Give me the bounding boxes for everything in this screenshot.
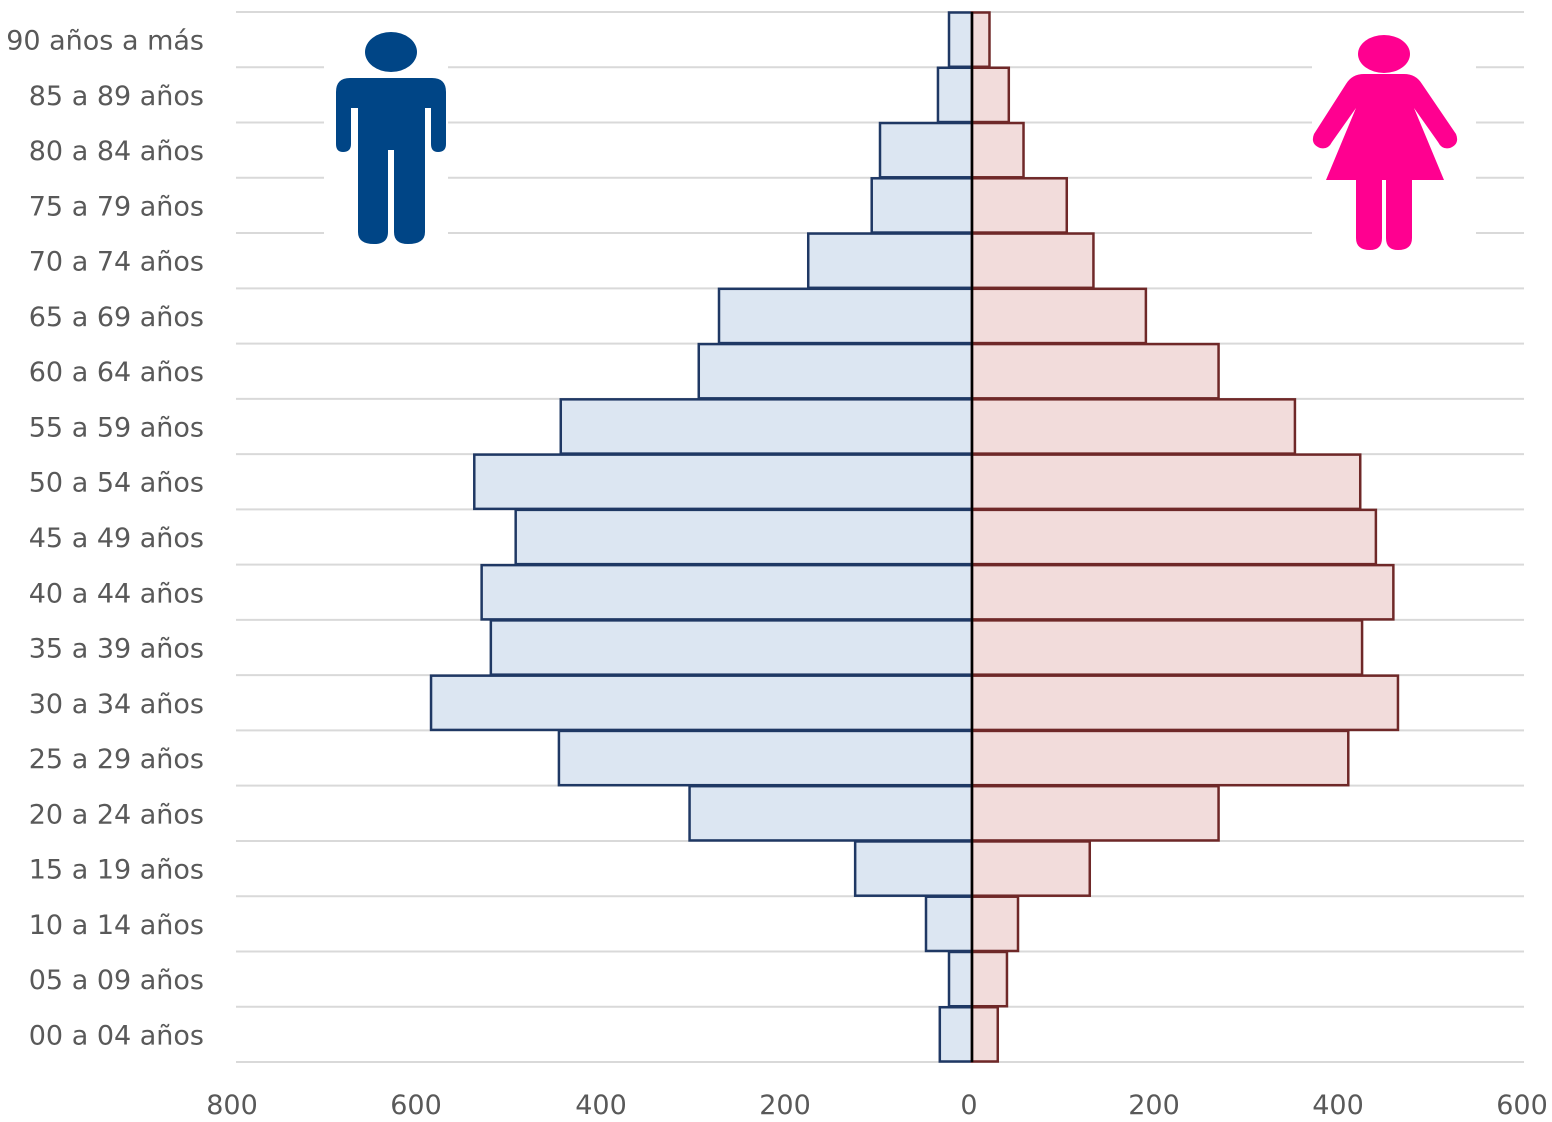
male-bar <box>924 895 974 953</box>
female-bar <box>970 619 1364 676</box>
female-bar <box>970 840 1092 897</box>
category-labels: 00 a 04 años 05 a 09 años 10 a 14 años 15 a… <box>6 26 204 1052</box>
female-bars <box>970 11 1400 1063</box>
female-bar <box>970 784 1220 842</box>
x-tick-label: 400 <box>1312 1090 1364 1121</box>
female-bar <box>970 508 1378 566</box>
male-bar <box>938 1005 974 1063</box>
category-label: 70 a 74 años <box>29 247 204 278</box>
male-bar <box>473 453 974 511</box>
x-tick-label: 0 <box>960 1090 977 1121</box>
category-label: 15 a 19 años <box>29 855 204 886</box>
female-bar <box>970 950 1009 1008</box>
male-bar <box>947 11 974 69</box>
category-label: 50 a 54 años <box>29 468 204 499</box>
category-label: 55 a 59 años <box>29 412 204 443</box>
female-bar <box>970 563 1395 621</box>
category-label: 45 a 49 años <box>29 523 204 554</box>
category-label: 35 a 39 años <box>29 634 204 665</box>
female-bar <box>970 11 991 69</box>
category-label: 75 a 79 años <box>29 191 204 222</box>
category-label: 25 a 29 años <box>29 744 204 775</box>
male-bar <box>429 674 974 732</box>
female-bar <box>970 342 1220 400</box>
x-tick-label: 800 <box>206 1090 258 1121</box>
female-bar <box>970 398 1297 455</box>
category-label: 80 a 84 años <box>29 136 204 167</box>
category-label: 65 a 69 años <box>29 302 204 333</box>
x-tick-label: 200 <box>1128 1090 1180 1121</box>
female-bar <box>970 895 1020 953</box>
male-bar <box>489 619 974 676</box>
category-label: 30 a 34 años <box>29 689 204 720</box>
male-bar <box>947 950 974 1008</box>
category-label: 90 años a más <box>6 26 204 57</box>
female-bar <box>970 177 1069 234</box>
category-label: 00 a 04 años <box>29 1020 204 1051</box>
category-label: 05 a 09 años <box>29 965 204 996</box>
category-label: 20 a 24 años <box>29 799 204 830</box>
x-tick-label: 400 <box>575 1090 627 1121</box>
male-bar <box>559 398 974 455</box>
x-tick-labels: 800 600 400 200 0 200 400 600 <box>206 1090 1548 1121</box>
female-bar <box>970 287 1148 345</box>
male-bar <box>480 563 974 621</box>
category-label: 85 a 89 años <box>29 81 204 112</box>
female-person-icon <box>1312 26 1476 254</box>
x-tick-label: 600 <box>1496 1090 1548 1121</box>
male-bar <box>697 342 974 400</box>
male-bar <box>853 840 974 897</box>
female-bar <box>970 232 1095 290</box>
male-bar <box>514 508 974 566</box>
male-bar <box>870 177 974 234</box>
female-bar <box>970 1005 1000 1063</box>
male-bar <box>688 784 974 842</box>
female-bar <box>970 674 1400 732</box>
male-bar <box>717 287 974 345</box>
male-bar <box>557 729 974 787</box>
female-bar <box>970 66 1011 124</box>
category-label: 40 a 44 años <box>29 578 204 609</box>
male-person-icon <box>324 26 448 254</box>
female-bar <box>970 729 1350 787</box>
x-tick-label: 200 <box>759 1090 811 1121</box>
category-label: 60 a 64 años <box>29 357 204 388</box>
male-bar <box>936 66 974 124</box>
male-bar <box>806 232 974 290</box>
category-label: 10 a 14 años <box>29 910 204 941</box>
male-bar <box>878 121 974 179</box>
x-tick-label: 600 <box>390 1090 442 1121</box>
female-bar <box>970 121 1025 179</box>
female-bar <box>970 453 1362 511</box>
male-bars <box>429 11 974 1063</box>
